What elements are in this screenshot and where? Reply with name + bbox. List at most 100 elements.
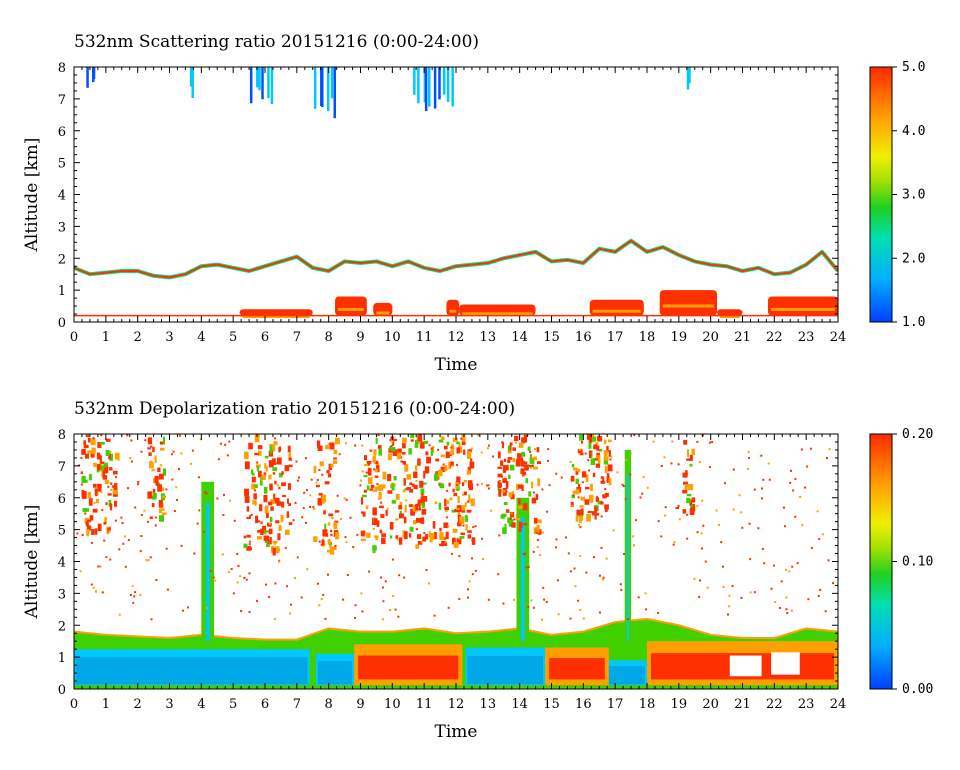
depol-speck: [689, 508, 695, 515]
depol-speck: [588, 441, 592, 449]
depol-speck: [480, 537, 483, 540]
depol-speck: [767, 462, 770, 465]
depol-speck: [524, 464, 529, 471]
depol-speck: [415, 479, 418, 482]
depol-speck: [296, 556, 299, 559]
depol-speck: [369, 449, 373, 452]
depol-speck: [691, 449, 695, 456]
depol-speck: [372, 545, 377, 551]
y-tick-label: 1: [58, 651, 66, 666]
depol-speck: [629, 452, 632, 455]
depol-speck: [541, 531, 544, 534]
boundary-layer-block: [717, 309, 743, 316]
depol-speck: [157, 467, 161, 472]
depol-speck: [320, 543, 323, 546]
depol-speck: [248, 543, 251, 546]
depol-speck: [251, 483, 256, 490]
depol-speck: [505, 480, 509, 489]
x-tick-label: 0: [70, 697, 78, 712]
depol-speck: [316, 479, 319, 482]
depol-speck: [783, 525, 786, 528]
y-tick-label: 4: [58, 189, 66, 204]
depol-speck: [740, 511, 743, 514]
depol-speck: [689, 463, 693, 467]
depol-speck: [466, 596, 469, 599]
depol-speck: [108, 530, 111, 533]
depol-speck: [530, 599, 533, 602]
depol-speck: [115, 476, 118, 479]
depol-speck: [269, 516, 273, 523]
depol-speck: [139, 550, 142, 553]
depol-speck: [405, 499, 408, 502]
depol-speck: [392, 439, 395, 446]
depol-speck: [315, 481, 318, 484]
depol-speck: [582, 617, 585, 620]
depol-speck: [824, 610, 827, 613]
depol-speck: [512, 598, 515, 601]
depol-speck: [595, 442, 599, 449]
depol-speck: [414, 439, 419, 448]
depol-speck: [579, 434, 584, 441]
depol-speck: [600, 546, 603, 549]
depol-speck: [173, 509, 176, 512]
depol-speck: [84, 517, 89, 525]
depol-speck: [159, 508, 162, 514]
depol-speck: [375, 437, 378, 445]
depol-speck: [366, 485, 370, 491]
high-cloud-streak: [423, 67, 427, 103]
depol-speck: [97, 565, 100, 568]
depol-speck: [321, 539, 325, 546]
depol-speck: [709, 441, 712, 444]
depol-speck: [122, 542, 125, 545]
depol-speck: [790, 609, 793, 612]
depol-speck: [81, 489, 85, 498]
depol-speck: [774, 600, 777, 603]
depol-speck: [86, 519, 92, 523]
depol-speck: [328, 513, 334, 517]
depol-speck: [83, 440, 87, 446]
y-tick-label: 8: [58, 428, 66, 443]
depol-speck: [325, 444, 330, 450]
depol-speck: [378, 484, 384, 491]
x-tick-label: 11: [416, 330, 433, 345]
low-depol-core: [467, 655, 544, 685]
depol-speck: [472, 526, 475, 529]
depol-speck: [403, 478, 406, 486]
x-tick-label: 17: [607, 697, 624, 712]
depol-speck: [388, 447, 393, 453]
depol-speck: [446, 441, 450, 446]
depol-speck: [152, 488, 156, 493]
depol-speck: [581, 508, 584, 515]
depol-speck: [786, 612, 789, 615]
depol-speck: [498, 483, 503, 488]
depol-speck: [223, 493, 226, 496]
depol-speck: [509, 464, 515, 471]
depol-speck: [704, 560, 707, 563]
depol-speck: [632, 535, 635, 538]
depol-speck: [251, 472, 255, 476]
depol-speck: [602, 578, 605, 581]
depol-speck: [172, 450, 175, 453]
depol-speck: [380, 513, 385, 518]
boundary-layer-core: [338, 307, 364, 311]
depol-speck: [324, 481, 330, 485]
depol-speck: [255, 515, 259, 524]
depol-speck: [360, 538, 366, 542]
depol-speck: [444, 541, 447, 544]
depol-speck: [328, 463, 333, 470]
depol-speck: [579, 526, 582, 529]
depol-speck: [757, 527, 760, 530]
high-cloud-streak: [333, 67, 337, 119]
depol-speck: [333, 457, 337, 460]
depol-speck: [497, 466, 503, 469]
depol-speck: [109, 503, 113, 511]
depol-speck: [277, 533, 281, 541]
depol-speck: [589, 494, 594, 503]
depol-speck: [604, 488, 607, 491]
depol-speck: [533, 448, 536, 451]
depol-speck: [214, 579, 217, 582]
depol-speck: [487, 444, 490, 447]
depol-speck: [80, 457, 83, 460]
depol-speck: [309, 494, 312, 497]
depol-speck: [150, 445, 153, 448]
